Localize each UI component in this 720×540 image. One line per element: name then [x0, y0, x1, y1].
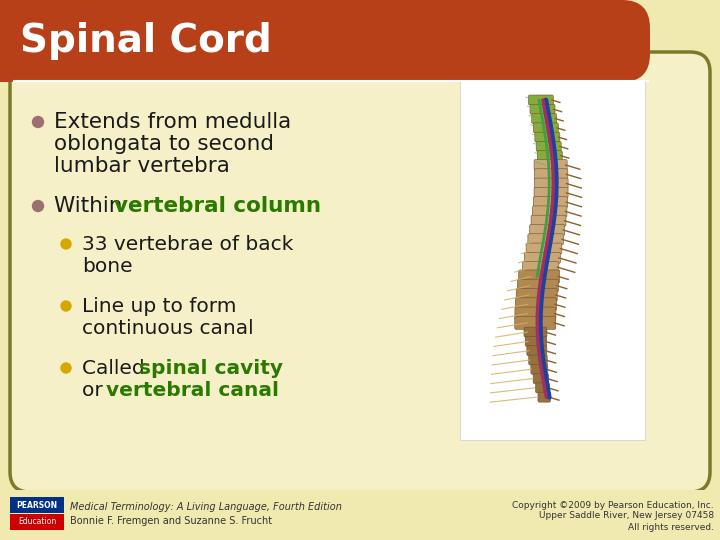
Text: Called: Called: [82, 359, 151, 377]
FancyBboxPatch shape: [536, 141, 561, 151]
FancyBboxPatch shape: [524, 252, 560, 264]
Bar: [0, 0, 300, 10]
Text: lumbar vertebra: lumbar vertebra: [54, 156, 230, 176]
FancyBboxPatch shape: [526, 243, 562, 254]
FancyBboxPatch shape: [528, 234, 563, 245]
FancyBboxPatch shape: [535, 132, 560, 142]
Bar: [460, 80, 645, 440]
FancyBboxPatch shape: [534, 123, 558, 133]
FancyBboxPatch shape: [529, 225, 564, 235]
Text: Copyright ©2009 by Pearson Education, Inc.: Copyright ©2009 by Pearson Education, In…: [513, 501, 714, 510]
Bar: [10, 497, 64, 513]
FancyBboxPatch shape: [518, 270, 559, 283]
FancyBboxPatch shape: [523, 262, 559, 273]
Text: Spinal Cord: Spinal Cord: [20, 22, 271, 60]
FancyBboxPatch shape: [515, 307, 556, 320]
FancyBboxPatch shape: [517, 279, 558, 292]
FancyBboxPatch shape: [537, 151, 562, 161]
FancyBboxPatch shape: [527, 346, 547, 356]
Text: Medical Terminology: A Living Language, Fourth Edition: Medical Terminology: A Living Language, …: [70, 502, 342, 512]
FancyBboxPatch shape: [0, 0, 650, 82]
FancyBboxPatch shape: [534, 159, 567, 171]
FancyBboxPatch shape: [10, 52, 710, 492]
FancyBboxPatch shape: [531, 113, 557, 124]
FancyBboxPatch shape: [531, 215, 566, 226]
FancyBboxPatch shape: [516, 298, 557, 311]
FancyBboxPatch shape: [534, 178, 568, 189]
Text: oblongata to second: oblongata to second: [54, 134, 274, 154]
FancyBboxPatch shape: [533, 374, 549, 383]
Text: spinal cavity: spinal cavity: [139, 359, 283, 377]
FancyBboxPatch shape: [525, 336, 546, 347]
FancyBboxPatch shape: [534, 169, 568, 180]
FancyBboxPatch shape: [536, 383, 549, 393]
Circle shape: [61, 239, 71, 249]
Circle shape: [32, 117, 43, 127]
Circle shape: [32, 200, 43, 212]
Text: Within: Within: [54, 196, 130, 216]
Bar: [10, 514, 64, 530]
Text: vertebral column: vertebral column: [114, 196, 321, 216]
FancyBboxPatch shape: [528, 355, 547, 365]
FancyBboxPatch shape: [530, 104, 555, 114]
Text: or: or: [82, 381, 109, 400]
Text: PEARSON: PEARSON: [17, 501, 58, 510]
FancyBboxPatch shape: [534, 187, 568, 198]
Text: vertebral canal: vertebral canal: [107, 381, 279, 400]
FancyBboxPatch shape: [528, 95, 554, 105]
FancyBboxPatch shape: [531, 364, 548, 374]
Bar: [0, 490, 720, 540]
Text: Extends from medulla: Extends from medulla: [54, 112, 292, 132]
Circle shape: [61, 363, 71, 373]
Text: bone: bone: [82, 256, 132, 275]
FancyBboxPatch shape: [515, 316, 556, 329]
FancyBboxPatch shape: [532, 206, 567, 217]
Text: Upper Saddle River, New Jersey 07458: Upper Saddle River, New Jersey 07458: [539, 511, 714, 521]
FancyBboxPatch shape: [516, 288, 557, 301]
Text: Education: Education: [18, 517, 56, 526]
Text: Line up to form: Line up to form: [82, 296, 236, 315]
Text: 33 vertebrae of back: 33 vertebrae of back: [82, 234, 293, 253]
FancyBboxPatch shape: [534, 197, 567, 208]
FancyBboxPatch shape: [524, 327, 547, 337]
Text: Bonnie F. Fremgen and Suzanne S. Frucht: Bonnie F. Fremgen and Suzanne S. Frucht: [70, 516, 272, 526]
Text: continuous canal: continuous canal: [82, 319, 253, 338]
Circle shape: [61, 301, 71, 311]
Bar: [0, 0, 40, 82]
Text: All rights reserved.: All rights reserved.: [628, 523, 714, 531]
FancyBboxPatch shape: [538, 392, 551, 402]
